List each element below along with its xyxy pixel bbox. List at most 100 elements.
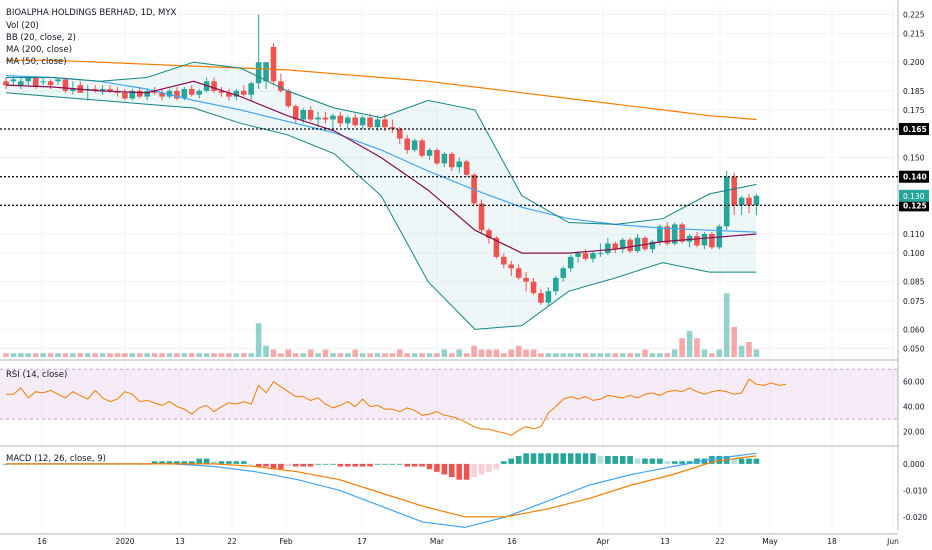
candle-body <box>285 90 292 107</box>
candle <box>590 251 596 263</box>
volume-bar <box>389 353 396 357</box>
candle-body <box>567 256 574 269</box>
macd-histogram-bar <box>679 461 685 464</box>
candle <box>226 88 232 101</box>
volume-bar <box>738 345 745 357</box>
candle-body <box>419 140 425 156</box>
candle <box>627 237 633 254</box>
candle-body <box>62 79 69 91</box>
volume-bar <box>590 353 596 357</box>
macd-histogram-bar <box>374 463 381 465</box>
macd-histogram-bar <box>411 463 418 467</box>
candle-body <box>612 243 619 250</box>
rsi-panel[interactable] <box>0 368 898 436</box>
candle-body <box>545 291 552 303</box>
candle <box>523 272 529 292</box>
volume-bar <box>449 353 455 357</box>
legend-ma50: MA (50, close) <box>6 57 67 67</box>
candle <box>174 87 180 101</box>
macd-histogram-bar <box>233 461 240 464</box>
candle-body <box>70 88 76 91</box>
candle-body <box>159 92 165 97</box>
volume-bar <box>694 338 700 357</box>
candle-body <box>441 153 448 164</box>
candle-body <box>493 237 500 257</box>
date-tick-label: 18 <box>827 537 837 546</box>
candle-body <box>218 90 225 93</box>
volume-bar <box>25 353 32 357</box>
candle-body <box>278 81 284 91</box>
candle <box>352 113 359 128</box>
macd-histogram-bar <box>538 453 544 464</box>
candle-body <box>590 253 596 259</box>
volume-bar <box>233 353 240 357</box>
date-tick-label: 16 <box>507 537 517 546</box>
candle <box>441 151 448 168</box>
macd-histogram-bar <box>471 463 477 478</box>
volume-bar <box>545 353 552 357</box>
macd-histogram-bar <box>493 463 500 470</box>
candle <box>612 241 619 254</box>
candle <box>285 88 292 109</box>
macd-histogram-bar <box>642 458 648 464</box>
macd-histogram-bar <box>382 463 388 465</box>
volume-bar <box>530 349 537 357</box>
candle-body <box>553 277 559 292</box>
candle <box>404 134 411 154</box>
volume-bar <box>270 349 277 357</box>
volume-bar <box>419 353 425 357</box>
macd-histogram-bar <box>560 453 567 464</box>
candle <box>731 172 737 215</box>
volume-bar <box>151 353 158 357</box>
volume-bars <box>3 293 760 357</box>
volume-bar <box>322 349 329 357</box>
macd-histogram-bar <box>671 461 678 464</box>
macd-histogram-bar <box>515 455 522 464</box>
candle <box>449 151 455 172</box>
candle-body <box>122 92 128 99</box>
candle <box>671 222 678 246</box>
volume-bar <box>300 353 306 357</box>
price-tag-label: 0.125 <box>903 201 927 210</box>
macd-histogram-bar <box>716 455 723 464</box>
candle-body <box>3 81 9 86</box>
volume-bar <box>174 353 180 357</box>
candle-body <box>352 117 359 126</box>
candle-body <box>136 90 143 97</box>
macd-histogram-bar <box>709 455 715 464</box>
volume-bar <box>441 349 448 357</box>
macd-panel[interactable] <box>3 452 760 529</box>
macd-tick-label: 0.000 <box>903 460 925 469</box>
candle <box>62 77 69 93</box>
candle-body <box>255 62 262 84</box>
legend: BIOALPHA HOLDINGS BERHAD, 1D, MYX Vol (2… <box>6 8 177 464</box>
candle-body <box>10 79 17 82</box>
date-tick-label: 22 <box>227 537 237 546</box>
candle-body <box>47 81 54 86</box>
candle <box>709 232 715 250</box>
volume-bar <box>605 353 611 357</box>
candle-body <box>508 264 515 269</box>
macd-histogram-bar <box>649 458 656 464</box>
candle-body <box>575 253 581 257</box>
price-tick-label: 0.215 <box>903 30 925 39</box>
date-tick-label: 13 <box>175 537 185 546</box>
volume-bar <box>181 353 188 357</box>
candle <box>501 253 507 269</box>
volume-bar <box>642 349 648 357</box>
candle <box>538 289 544 305</box>
volume-bar <box>723 293 730 357</box>
candle-body <box>300 109 306 120</box>
candle <box>605 237 611 255</box>
volume-bar <box>374 353 381 357</box>
macd-histogram-bar <box>389 463 396 465</box>
volume-bar <box>493 349 500 357</box>
candle <box>129 88 136 101</box>
volume-bar <box>538 353 544 357</box>
candle-body <box>270 46 277 82</box>
volume-bar <box>136 353 143 357</box>
candle-body <box>434 150 440 164</box>
